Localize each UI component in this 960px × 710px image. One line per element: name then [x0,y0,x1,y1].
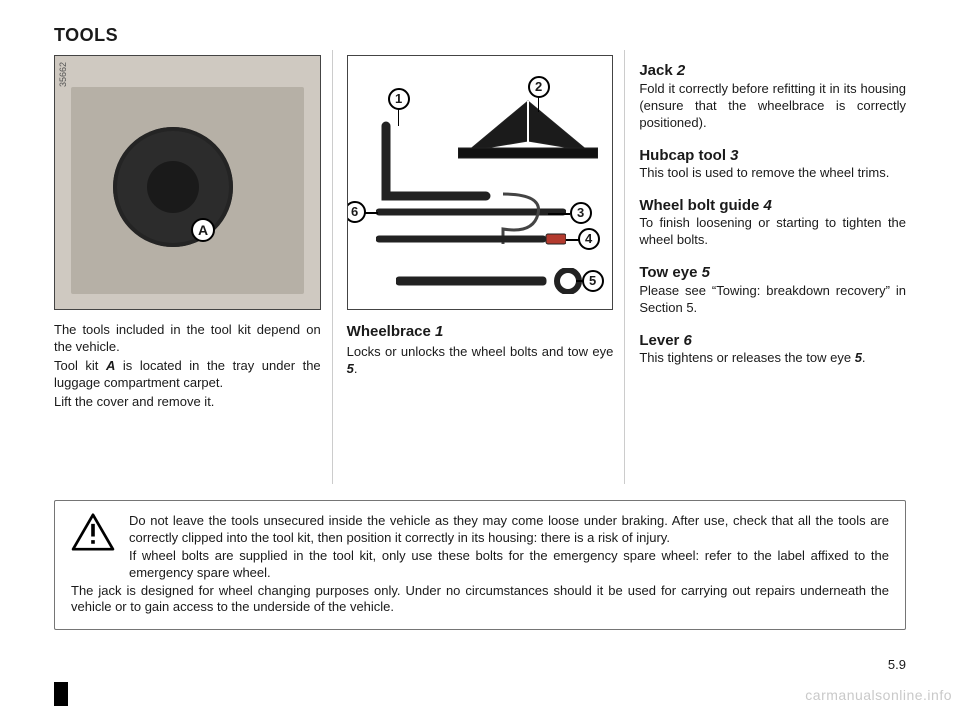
column-1: 35662 A The tools included in the tool k… [54,55,321,412]
paragraph: Tool kit A is located in the tray under … [54,358,321,392]
edge-tab [54,682,68,706]
callout-5: 5 [582,270,604,292]
leader-line [548,213,570,215]
page-number: 5.9 [888,657,906,674]
block-toweye: Tow eye 5 Please see “Towing: breakdown … [639,263,906,316]
paragraph: If wheel bolts are supplied in the tool … [129,548,889,582]
paragraph: Please see “Towing: breakdown recov­ery”… [639,283,906,317]
callout-3: 3 [570,202,592,224]
bolt-guide-icon [376,231,566,247]
paragraph: Locks or unlocks the wheel bolts and tow… [347,344,614,378]
callout-4: 4 [578,228,600,250]
warning-text: Do not leave the tools unsecured inside … [129,513,889,617]
callout-2: 2 [528,76,550,98]
column-2-text: Wheelbrace 1 Locks or unlocks the wheel … [347,322,614,377]
column-2: 36155 [347,55,614,412]
paragraph: Do not leave the tools unsecured inside … [129,513,889,547]
wheelbrace-icon [376,116,496,206]
column-divider [624,50,625,484]
figure-tools-layout: 36155 [347,55,614,310]
heading-bolt-guide: Wheel bolt guide 4 [639,196,906,216]
heading-lever: Lever 6 [639,331,906,351]
heading-jack: Jack 2 [639,61,906,81]
heading-wheelbrace: Wheelbrace 1 [347,322,614,342]
tools-illustration: 1 2 3 4 5 6 [348,56,613,309]
block-lever: Lever 6 This tightens or releases the to… [639,331,906,367]
callout-6: 6 [347,201,366,223]
column-3: Jack 2 Fold it correctly before refittin… [639,55,906,412]
paragraph: Lift the cover and remove it. [54,394,321,411]
warning-box: Do not leave the tools unsecured inside … [54,500,906,630]
paragraph: To finish loosening or starting to tight… [639,215,906,249]
block-jack: Jack 2 Fold it correctly before refittin… [639,61,906,131]
page-title: TOOLS [54,24,906,47]
paragraph: This tool is used to remove the wheel tr… [639,165,906,182]
callout-1: 1 [388,88,410,110]
figure-trunk-tray: 35662 A [54,55,321,310]
content-columns: 35662 A The tools included in the tool k… [54,55,906,412]
trunk-illustration [71,87,304,294]
leader-line [398,108,400,126]
figure-ref-number: 35662 [58,62,70,87]
block-hubcap: Hubcap tool 3 This tool is used to remov… [639,146,906,182]
paragraph: The tools included in the tool kit depen… [54,322,321,356]
leader-line [538,96,540,112]
watermark: carmanualsonline.info [805,686,952,704]
heading-tow-eye: Tow eye 5 [639,263,906,283]
heading-hubcap: Hubcap tool 3 [639,146,906,166]
paragraph: Fold it correctly before refitting it in… [639,81,906,132]
block-bolt: Wheel bolt guide 4 To finish loosening o… [639,196,906,249]
warning-icon [71,513,115,556]
paragraph: This tightens or releases the tow eye 5. [639,350,906,367]
column-1-text: The tools included in the tool kit depen… [54,322,321,410]
paragraph: The jack is designed for wheel changing … [71,583,889,617]
leader-line [364,212,378,214]
manual-page: TOOLS 35662 A The tools included in the … [0,0,960,710]
tow-eye-icon [396,268,586,294]
column-divider [332,50,333,484]
